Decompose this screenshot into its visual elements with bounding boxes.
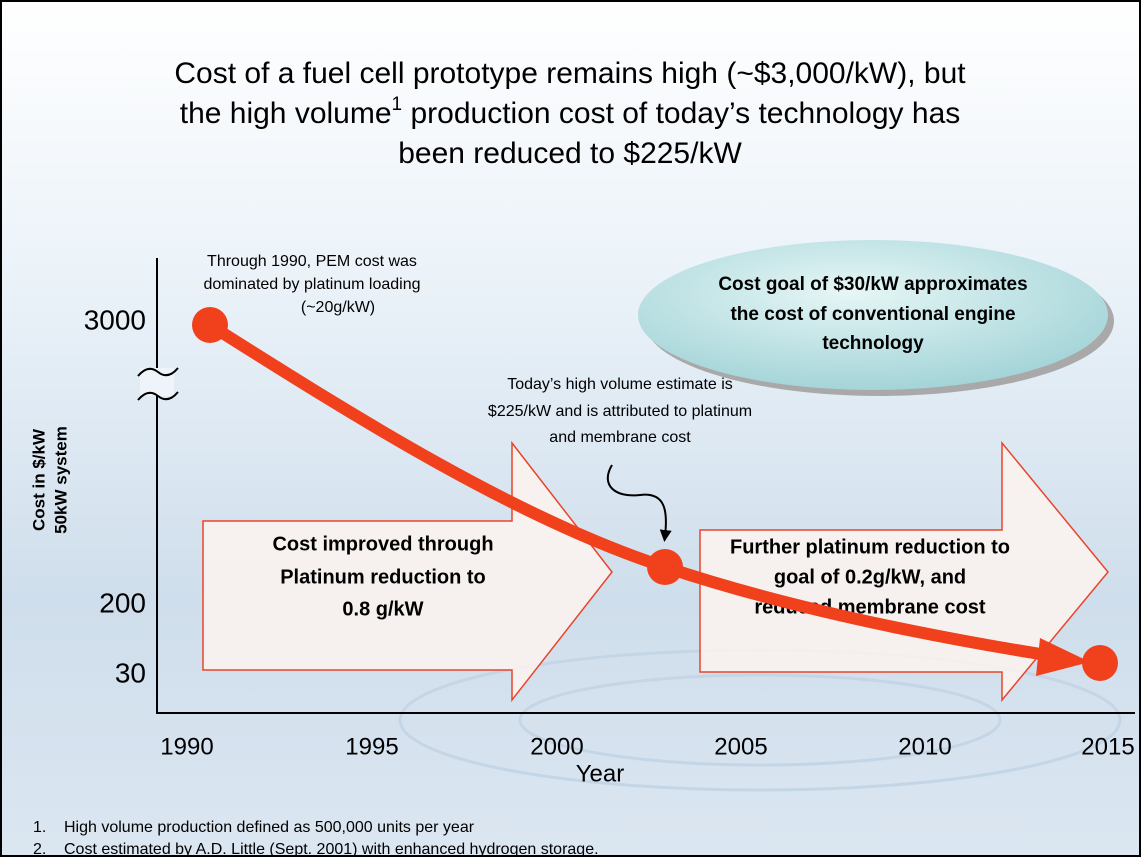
pointer-arrow [606,464,672,542]
title-line: Cost of a fuel cell prototype remains hi… [174,57,966,90]
axis-break-gap [140,368,174,396]
note-text: dominated by platinum loading [203,276,420,293]
footnote-number: 1. [33,819,46,836]
y-axis-label-line: 50kW system [51,426,70,534]
title-line: been reduced to $225/kW [398,137,742,170]
x-tick-label: 2015 [1081,733,1134,760]
y-axis-label-line: Cost in $/kW [29,428,48,531]
title-part: the high volume [180,97,392,130]
cost-point [192,307,228,343]
bubble-text: technology [822,333,924,354]
superscript: 1 [392,94,403,115]
axis-break [137,367,179,377]
arrow-text: Platinum reduction to [280,566,486,588]
footnote-text: Cost estimated by A.D. Little (Sept. 200… [64,841,599,857]
axis-break [137,391,179,401]
curve-arrowhead [1036,638,1090,676]
note-text: $225/kW and is attributed to platinum [488,403,752,420]
cost-point [1082,645,1118,681]
ripple [518,673,1002,767]
footnote-text: High volume production defined as 500,00… [64,819,475,836]
arrow-text: Cost improved through [272,533,493,555]
x-tick-label: 2000 [530,733,583,760]
x-axis-label: Year [576,760,625,787]
arrow-text: goal of 0.2g/kW, and [774,566,966,588]
arrow-text: Further platinum reduction to [730,536,1010,558]
bubble-text: Cost goal of $30/kW approximates [718,274,1027,295]
cost-point [647,549,683,585]
title-line: the high volume1 production cost of toda… [180,94,961,130]
block-arrow [699,440,1109,703]
x-tick-label: 1995 [345,733,398,760]
footnote-number: 2. [33,841,46,857]
title: Cost of a fuel cell prototype remains hi… [174,57,966,170]
arrow-text: 0.8 g/kW [342,598,423,620]
note-text: Today’s high volume estimate is [507,376,733,393]
note-text: (~20g/kW) [301,299,375,316]
y-axis-label: Cost in $/kW 50kW system [29,426,70,534]
x-tick-label: 2010 [898,733,951,760]
note-text: Through 1990, PEM cost was [207,253,417,270]
x-tick-label: 2005 [714,733,767,760]
goal-bubble [638,240,1108,390]
y-tick-label: 3000 [84,304,146,335]
x-tick-label: 1990 [160,733,213,760]
bubble-text: the cost of conventional engine [730,304,1015,325]
title-part: production cost of today’s technology ha… [402,97,960,130]
note-text: and membrane cost [549,429,691,446]
y-tick-label: 200 [99,587,146,618]
y-tick-label: 30 [115,657,146,688]
